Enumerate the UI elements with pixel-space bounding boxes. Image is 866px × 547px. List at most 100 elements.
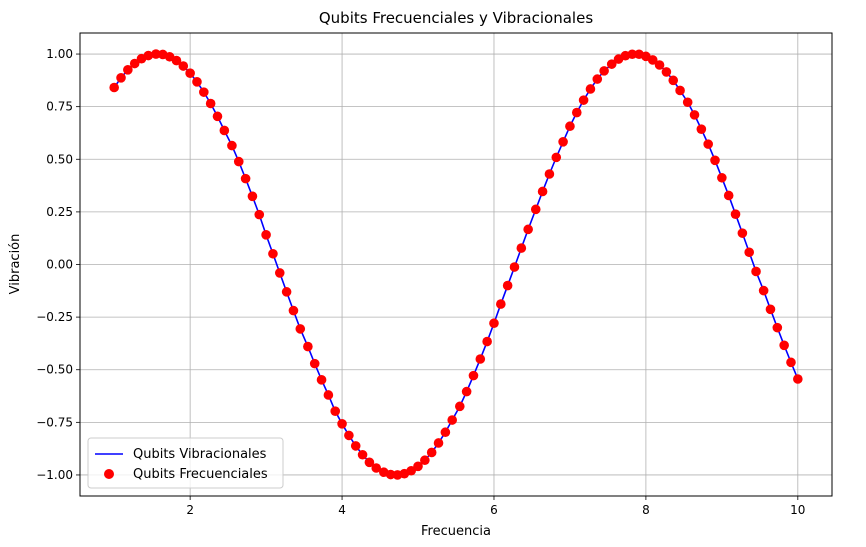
scatter-point xyxy=(413,461,423,472)
scatter-point xyxy=(502,280,513,291)
scatter-point xyxy=(585,84,596,94)
scatter-point xyxy=(751,266,761,277)
scatter-point xyxy=(551,152,562,163)
scatter-point xyxy=(129,58,140,69)
scatter-point xyxy=(261,230,271,240)
scatter-point xyxy=(758,285,769,296)
scatter-point xyxy=(737,228,748,238)
y-tick-label: 0.00 xyxy=(46,258,73,272)
legend-box xyxy=(87,437,284,489)
legend-scatter-marker xyxy=(104,469,114,479)
legend-label-frecuenciales: Qubits Frecuenciales xyxy=(133,467,268,482)
x-tick-label: 4 xyxy=(338,503,346,517)
scatter-point xyxy=(710,155,720,166)
scatter-point xyxy=(489,318,499,329)
scatter-point xyxy=(288,305,299,316)
scatter-point xyxy=(219,125,230,136)
scatter-point xyxy=(696,124,707,134)
scatter-point xyxy=(565,121,575,132)
scatter-point xyxy=(309,358,320,369)
scatter-point xyxy=(606,59,617,69)
scatter-point xyxy=(717,172,727,183)
scatter-point xyxy=(406,465,416,476)
scatter-point xyxy=(455,401,465,412)
scatter-point xyxy=(537,186,548,197)
scatter-point xyxy=(116,73,126,83)
scatter-point xyxy=(109,82,119,93)
scatter-point xyxy=(433,438,444,448)
scatter-point xyxy=(793,374,803,384)
y-tick-label: −0.25 xyxy=(36,310,73,324)
scatter-point xyxy=(192,77,202,87)
scatter-point xyxy=(426,447,437,458)
grid xyxy=(80,33,832,496)
scatter-point xyxy=(240,173,251,184)
scatter-point xyxy=(247,191,258,202)
scatter-point xyxy=(385,469,396,480)
scatter-point xyxy=(447,415,458,425)
scatter-point xyxy=(544,169,555,179)
scatter-point xyxy=(295,324,306,334)
scatter-point xyxy=(371,463,382,473)
scatter-point xyxy=(516,243,527,253)
x-tick-label: 2 xyxy=(186,503,194,517)
x-tick-label: 8 xyxy=(642,503,650,517)
series-line-qubits-vibracionales xyxy=(113,53,799,476)
y-tick-label: 0.50 xyxy=(46,152,73,166)
scatter-point xyxy=(303,341,313,352)
scatter-point xyxy=(461,386,472,397)
y-tick-label: 0.25 xyxy=(46,205,73,219)
scatter-point xyxy=(765,304,776,315)
y-axis-label: Vibración xyxy=(8,234,23,295)
scatter-point xyxy=(357,449,368,460)
scatter-point xyxy=(199,87,209,97)
scatter-point xyxy=(468,370,479,381)
scatter-point xyxy=(496,299,506,309)
scatter-point xyxy=(530,204,541,215)
scatter-point xyxy=(171,55,182,66)
y-tick-label: 1.00 xyxy=(46,47,73,61)
scatter-point xyxy=(668,75,679,86)
scatter-point xyxy=(281,287,292,297)
scatter-point xyxy=(185,68,195,78)
scatter-point xyxy=(123,65,133,75)
scatter-point xyxy=(772,322,783,333)
scatter-point xyxy=(654,60,665,70)
scatter-point xyxy=(661,67,672,77)
scatter-point xyxy=(227,140,237,151)
scatter-point xyxy=(254,209,265,220)
y-tick-label: −0.50 xyxy=(36,363,73,377)
x-tick-label: 6 xyxy=(490,503,498,517)
scatter-layer xyxy=(109,49,803,480)
scatter-point xyxy=(786,357,796,368)
scatter-point xyxy=(475,354,486,364)
scatter-point xyxy=(627,49,638,60)
scatter-point xyxy=(689,110,700,120)
y-tick-label: −1.00 xyxy=(36,468,73,482)
scatter-point xyxy=(558,137,568,147)
scatter-point xyxy=(779,340,789,351)
scatter-point xyxy=(274,268,285,278)
chart-title: Qubits Frecuenciales y Vibracionales xyxy=(319,9,593,27)
scatter-point xyxy=(316,375,327,385)
scatter-point xyxy=(523,224,533,235)
scatter-point xyxy=(744,247,754,258)
scatter-point xyxy=(509,262,520,272)
scatter-point xyxy=(647,55,658,65)
scatter-point xyxy=(337,419,347,429)
scatter-point xyxy=(350,441,361,451)
y-tick-label: −0.75 xyxy=(36,415,73,429)
legend: Qubits Vibracionales Qubits Frecuenciale… xyxy=(87,437,284,489)
scatter-point xyxy=(420,455,430,466)
x-axis-label: Frecuencia xyxy=(421,524,491,539)
scatter-point xyxy=(592,74,603,84)
x-tick-label: 10 xyxy=(790,503,805,517)
scatter-point xyxy=(571,107,582,118)
scatter-point xyxy=(682,97,693,108)
scatter-point xyxy=(205,98,216,109)
scatter-point xyxy=(212,111,223,122)
scatter-point xyxy=(723,190,734,201)
scatter-point xyxy=(330,406,341,416)
scatter-point xyxy=(703,139,713,149)
